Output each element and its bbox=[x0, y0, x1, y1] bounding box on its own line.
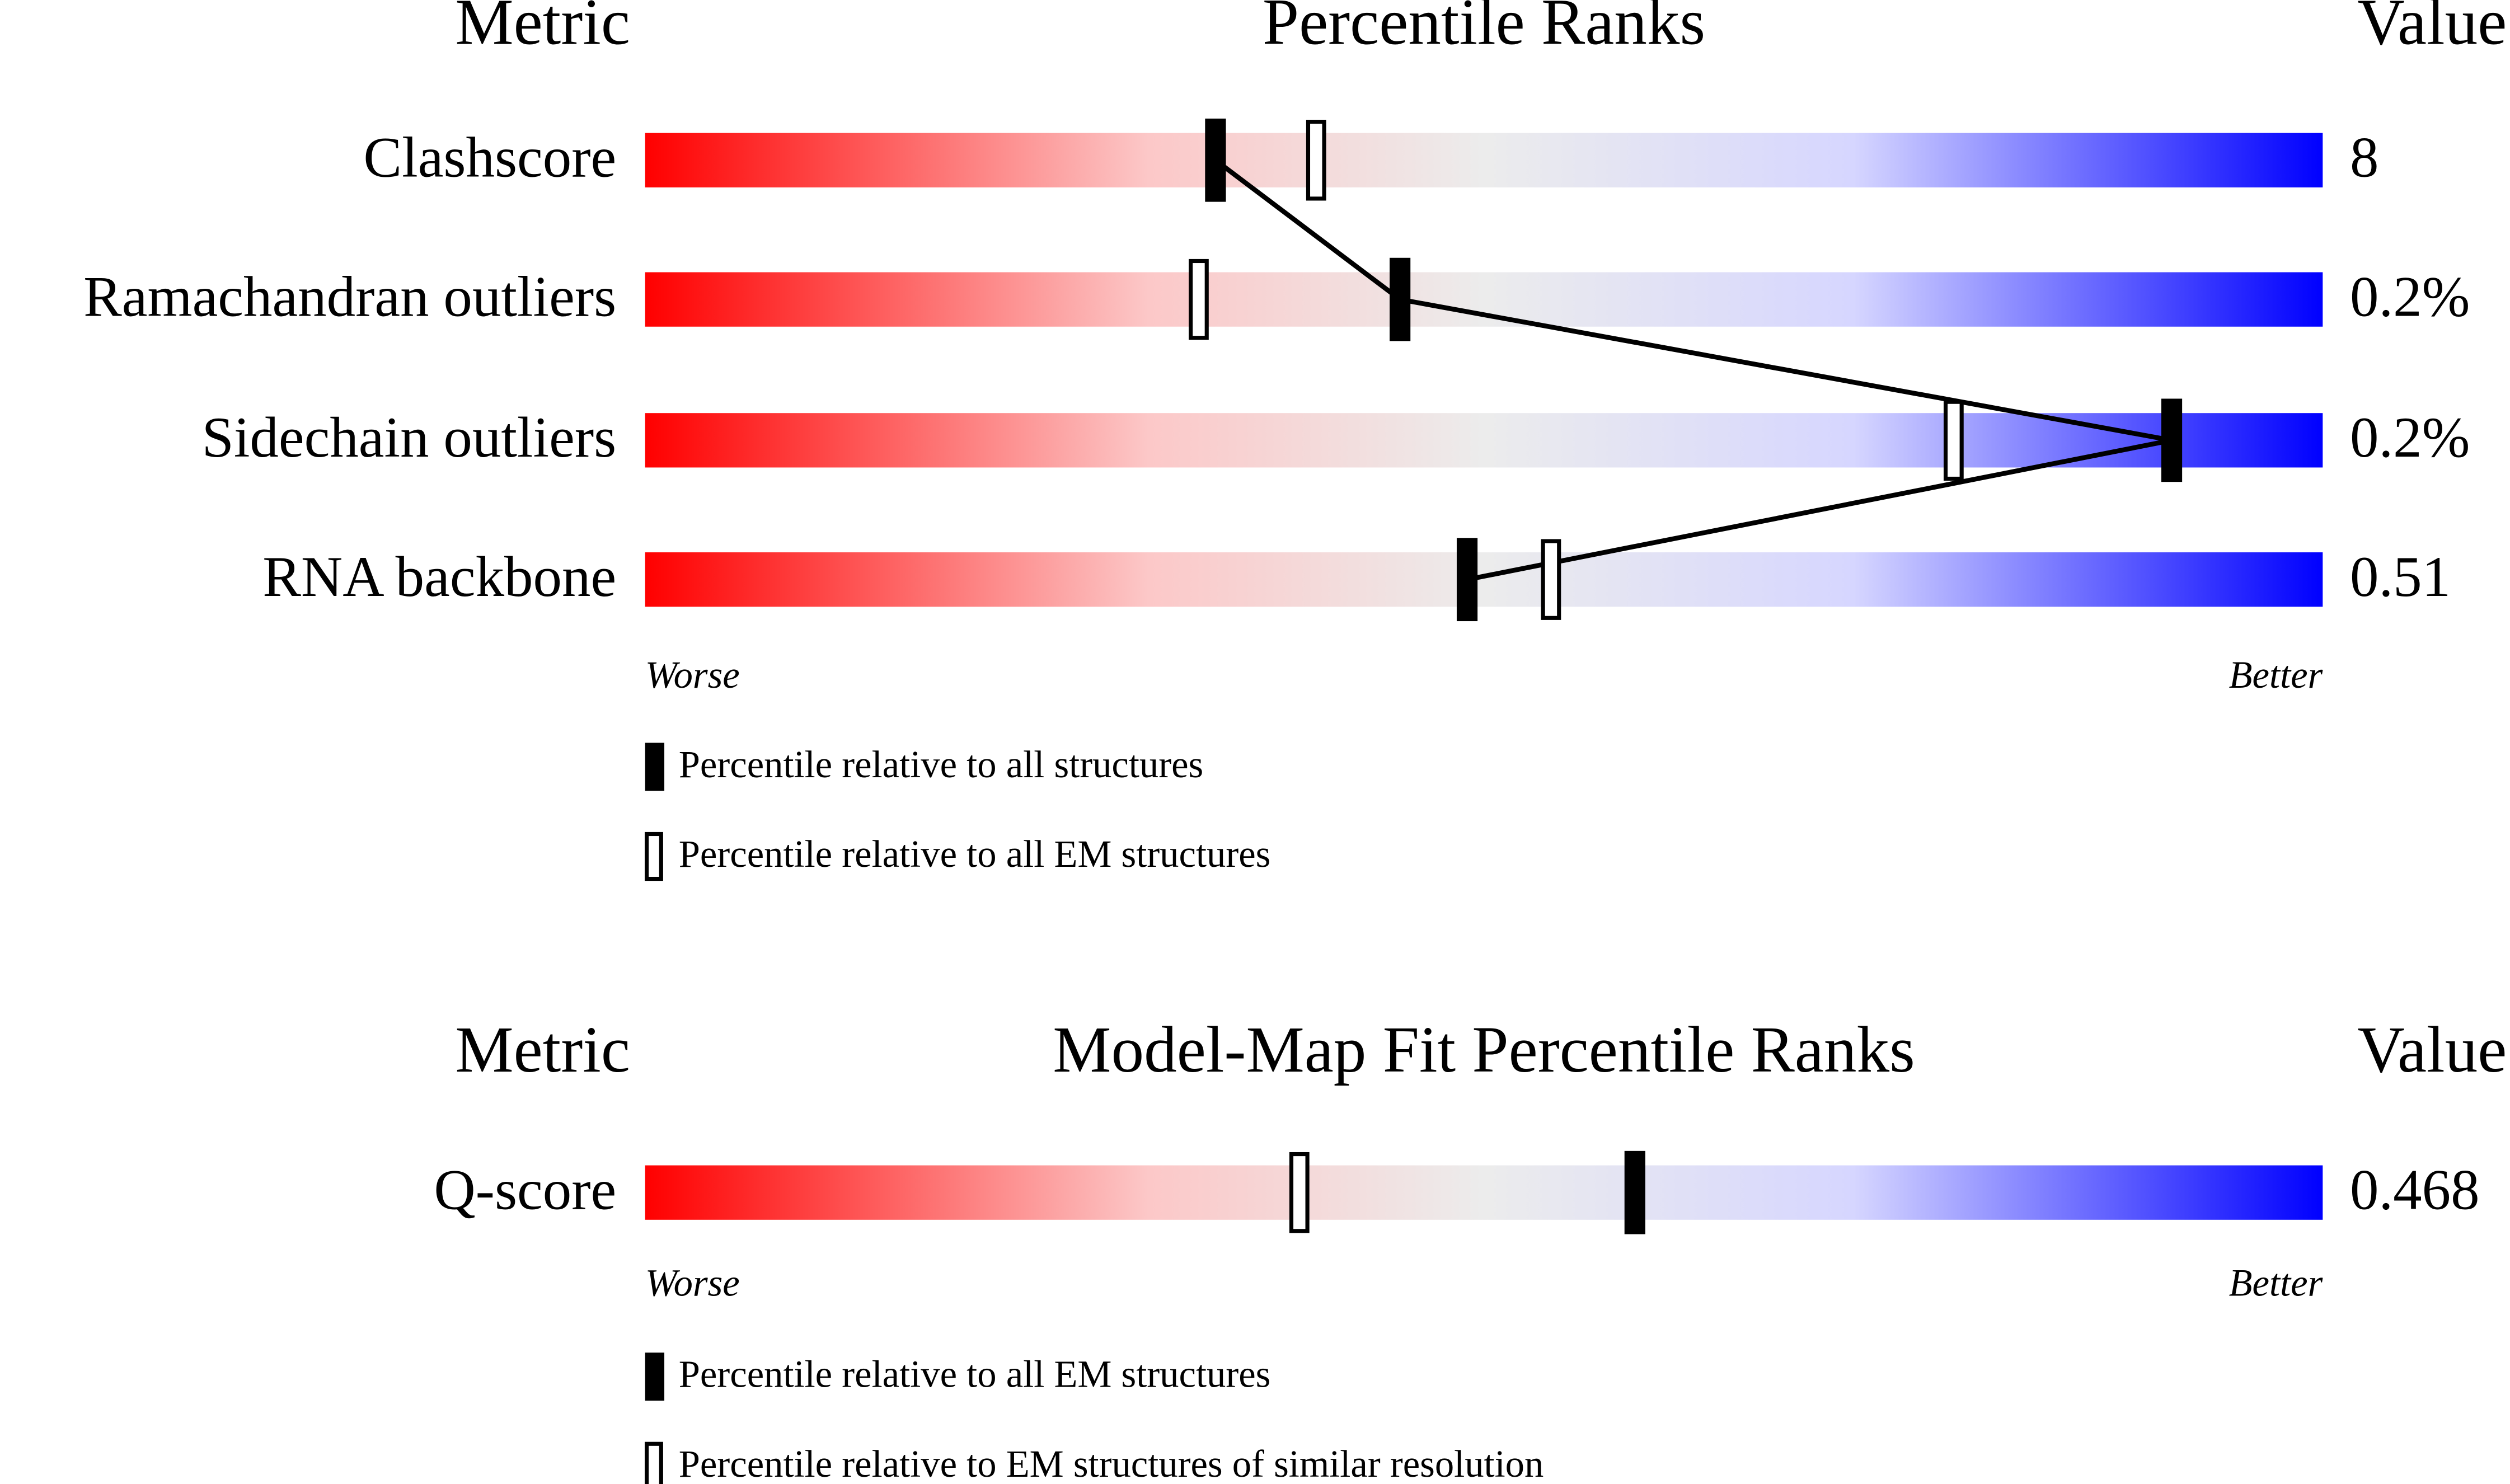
gradient-bar bbox=[645, 552, 2323, 607]
metric-label: Sidechain outliers bbox=[202, 406, 617, 469]
worse-label: Worse bbox=[645, 654, 740, 696]
gradient-bar bbox=[645, 1165, 2323, 1220]
gradient-bar bbox=[645, 413, 2323, 468]
worse-label: Worse bbox=[645, 1262, 740, 1304]
em-marker bbox=[1306, 120, 1326, 201]
all-marker bbox=[1205, 118, 1226, 202]
metric-value: 8 bbox=[2350, 126, 2378, 190]
gradient-bar bbox=[645, 133, 2323, 187]
metric-label: Q-score bbox=[434, 1158, 616, 1222]
all-marker bbox=[1390, 257, 1411, 341]
legend-open: Percentile relative to all EM structures bbox=[679, 833, 1271, 875]
all-marker bbox=[1624, 1150, 1645, 1234]
header-value: Value bbox=[2357, 0, 2507, 59]
all-marker bbox=[1456, 538, 1478, 622]
legend-open-icon bbox=[644, 1441, 663, 1484]
header-value: Value bbox=[2357, 1013, 2507, 1086]
em-marker bbox=[1289, 1152, 1310, 1233]
metric-value: 0.51 bbox=[2350, 545, 2451, 609]
legend-filled: Percentile relative to all structures bbox=[679, 743, 1204, 786]
metric-label: RNA backbone bbox=[262, 545, 616, 609]
em-marker bbox=[1943, 400, 1964, 481]
legend-filled-icon bbox=[645, 743, 665, 791]
metric-value: 0.2% bbox=[2350, 406, 2470, 469]
all-marker bbox=[2161, 398, 2183, 482]
header-metric: Metric bbox=[455, 1013, 630, 1086]
header-title: Model-Map Fit Percentile Ranks bbox=[1053, 1013, 1915, 1086]
legend-filled: Percentile relative to all EM structures bbox=[679, 1353, 1271, 1396]
metric-value: 0.468 bbox=[2350, 1158, 2480, 1222]
legend-open: Percentile relative to EM structures of … bbox=[679, 1443, 1544, 1484]
better-label: Better bbox=[2229, 1262, 2323, 1304]
em-marker bbox=[1189, 259, 1209, 340]
metric-value: 0.2% bbox=[2350, 265, 2470, 328]
header-metric: Metric bbox=[455, 0, 630, 59]
better-label: Better bbox=[2229, 654, 2323, 696]
legend-filled-icon bbox=[645, 1352, 665, 1401]
metric-label: Ramachandran outliers bbox=[83, 265, 616, 328]
legend-open-icon bbox=[644, 832, 663, 881]
connector-line bbox=[1214, 158, 2173, 582]
header-title: Percentile Ranks bbox=[1263, 0, 1705, 59]
metric-label: Clashscore bbox=[363, 126, 616, 190]
gradient-bar bbox=[645, 272, 2323, 327]
em-marker bbox=[1541, 539, 1561, 620]
